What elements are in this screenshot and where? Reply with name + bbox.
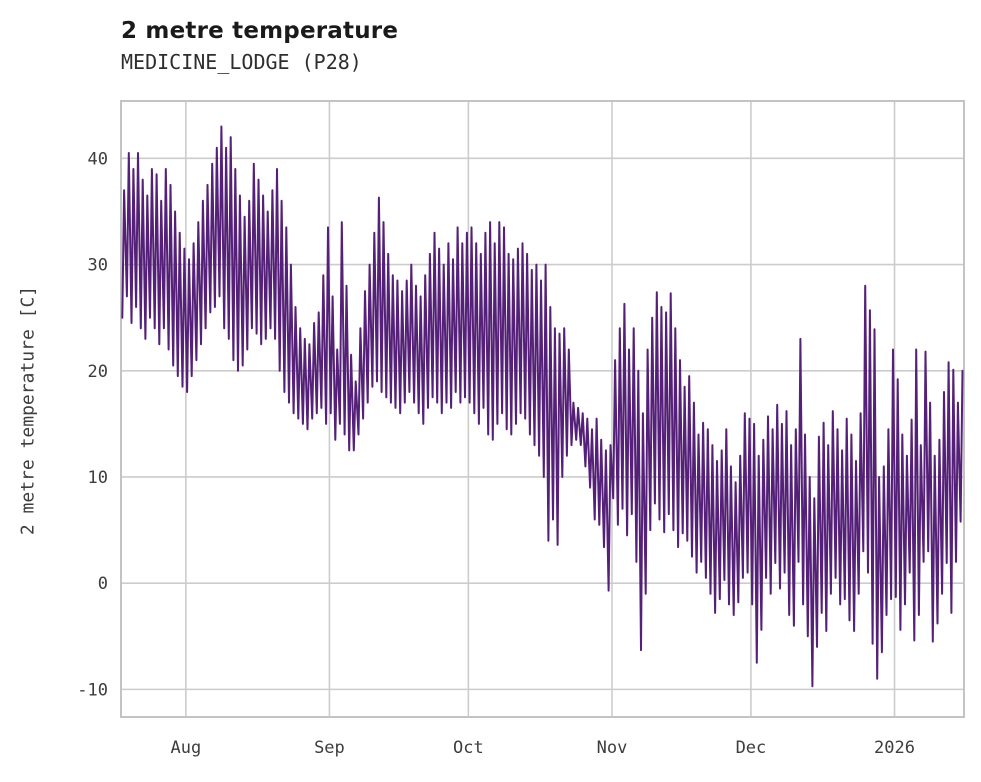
y-tick-label: 0 [98, 574, 108, 594]
y-tick-label: 10 [88, 468, 108, 488]
y-tick-label: 40 [88, 149, 108, 169]
x-tick-label: Aug [170, 738, 201, 758]
y-tick-label: -10 [77, 680, 108, 700]
y-tick-label: 30 [88, 256, 108, 276]
y-tick-label: 20 [88, 362, 108, 382]
x-tick-label: Sep [314, 738, 345, 758]
x-tick-label: Oct [453, 738, 484, 758]
plot-frame [120, 100, 965, 718]
temperature-series-line [121, 125, 964, 688]
x-tick-label: 2026 [874, 738, 915, 758]
page-title: 2 metre temperature [121, 18, 399, 44]
x-tick-label: Dec [736, 738, 767, 758]
y-axis-label: 2 metre temperature [C] [17, 285, 39, 536]
x-tick-label: Nov [597, 738, 628, 758]
page-subtitle: MEDICINE_LODGE (P28) [121, 50, 362, 74]
